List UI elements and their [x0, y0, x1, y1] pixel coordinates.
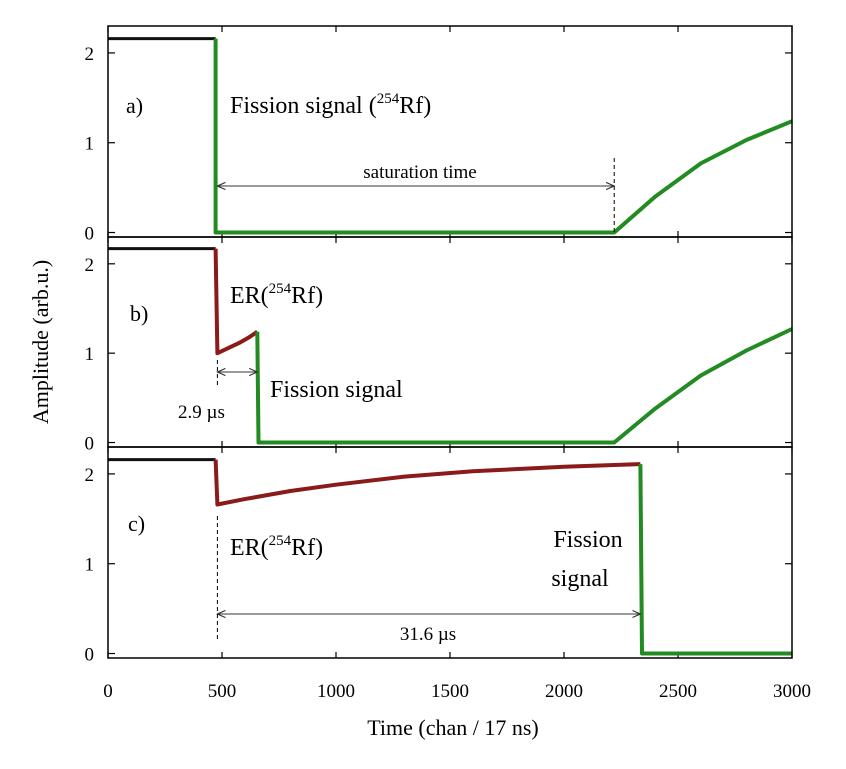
panel-c-y-tick-label: 0: [85, 645, 95, 666]
x-tick-label: 2000: [545, 681, 583, 702]
element-text: Rf): [291, 283, 323, 309]
panel-a-y-tick-label: 2: [85, 44, 95, 65]
x-tick-label: 1000: [317, 681, 355, 702]
panel-c-y-tick-label: 2: [85, 465, 95, 486]
element-text: Rf): [291, 535, 323, 561]
panel-b-er-label: ER(254Rf): [230, 281, 323, 309]
panel-c-interval-label: 31.6 µs: [400, 624, 456, 645]
x-tick-label: 3000: [773, 681, 811, 702]
panel-b-label: b): [130, 301, 148, 326]
x-tick-label: 1500: [431, 681, 469, 702]
panel-a-fission-trace: [213, 38, 793, 235]
panel-b-interval-label: 2.9 µs: [178, 402, 225, 423]
panel-b-y-tick-label: 2: [85, 255, 95, 276]
mass-number-sup: 254: [269, 281, 292, 297]
panel-a-y-tick-label: 1: [85, 134, 95, 155]
panel-a-label: a): [126, 93, 143, 118]
panel-c-label: c): [128, 511, 145, 536]
panel-c-fission-label-line2: signal: [551, 566, 609, 592]
panel-b-fission-trace: [255, 327, 793, 445]
x-tick-label: 2500: [659, 681, 697, 702]
panel-a-interval-label: saturation time: [363, 162, 476, 183]
panel-b-fission-label: Fission signal: [270, 377, 403, 403]
panel-c-fission-trace: [638, 464, 792, 656]
panel-c-fission-label-line1: Fission: [553, 527, 622, 553]
mass-number-sup: 254: [377, 91, 400, 107]
panel-c-er-trace: [213, 459, 641, 507]
panel-b-er-trace: [213, 248, 259, 356]
plot-layer: 0 1 2 0 1 2 0 1 2 0 500 1000 1500 2000 2500 3000: [85, 26, 811, 702]
panel-a-frame: [107, 25, 793, 238]
element-text: Rf): [399, 93, 431, 119]
panel-b-y-tick-label: 1: [85, 344, 95, 365]
fission-text: Fission signal (: [230, 93, 377, 119]
er-text: ER(: [230, 283, 269, 309]
x-tick-label: 500: [208, 681, 237, 702]
x-axis-title: Time (chan / 17 ns): [367, 715, 539, 740]
panel-c-er-label: ER(254Rf): [230, 533, 323, 561]
panel-c-y-tick-label: 1: [85, 555, 95, 576]
mass-number-sup: 254: [269, 533, 292, 549]
x-tick-label: 0: [103, 681, 113, 702]
panel-a-y-tick-label: 0: [85, 224, 95, 245]
panel-b-y-tick-label: 0: [85, 434, 95, 455]
panel-a-fission-label: Fission signal (254Rf): [230, 91, 431, 119]
y-axis-title: Amplitude (arb.u.): [28, 260, 53, 424]
er-text: ER(: [230, 535, 269, 561]
panel-c-frame: [107, 446, 793, 659]
